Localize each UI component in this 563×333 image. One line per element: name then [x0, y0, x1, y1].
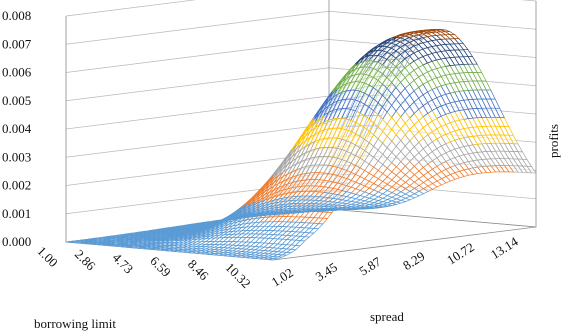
z-axis-ticks: 0.000 0.001 0.002 0.003 0.004 0.005 0.006 0.007… [2, 8, 32, 249]
x-tick-label: 6.59 [147, 253, 174, 280]
z-tick-label: 0.003 [2, 149, 31, 164]
x-axis-label: borrowing limit [34, 316, 116, 331]
z-tick-label: 0.001 [2, 206, 31, 221]
floor-edge [272, 226, 537, 261]
z-tick-label: 0.006 [2, 65, 32, 80]
y-axis-label: spread [370, 309, 404, 324]
z-gridline [65, 0, 537, 17]
y-tick-label: 1.02 [269, 265, 296, 290]
x-tick-label: 1.00 [34, 243, 61, 270]
z-axis-label: profits [546, 124, 561, 158]
z-tick-label: 0.005 [2, 93, 31, 108]
y-tick-label: 13.14 [488, 234, 521, 262]
surface-mesh [65, 28, 537, 261]
y-tick-label: 8.29 [400, 248, 427, 273]
z-tick-label: 0.004 [2, 121, 32, 136]
x-tick-label: 10.32 [223, 260, 254, 291]
x-tick-label: 2.86 [72, 247, 99, 274]
y-tick-label: 10.72 [444, 239, 477, 267]
z-tick-label: 0.000 [2, 234, 31, 249]
z-tick-label: 0.008 [2, 8, 31, 23]
z-tick-label: 0.007 [2, 36, 32, 51]
y-tick-label: 3.45 [313, 259, 340, 284]
z-gridline [65, 10, 537, 45]
x-tick-label: 4.73 [110, 250, 137, 277]
z-tick-label: 0.002 [2, 178, 31, 193]
y-axis-ticks: 1.02 3.45 5.87 8.29 10.72 13.14 [269, 234, 521, 290]
x-tick-label: 8.46 [185, 256, 212, 283]
y-tick-label: 5.87 [356, 253, 384, 278]
surface-cell [65, 241, 76, 243]
